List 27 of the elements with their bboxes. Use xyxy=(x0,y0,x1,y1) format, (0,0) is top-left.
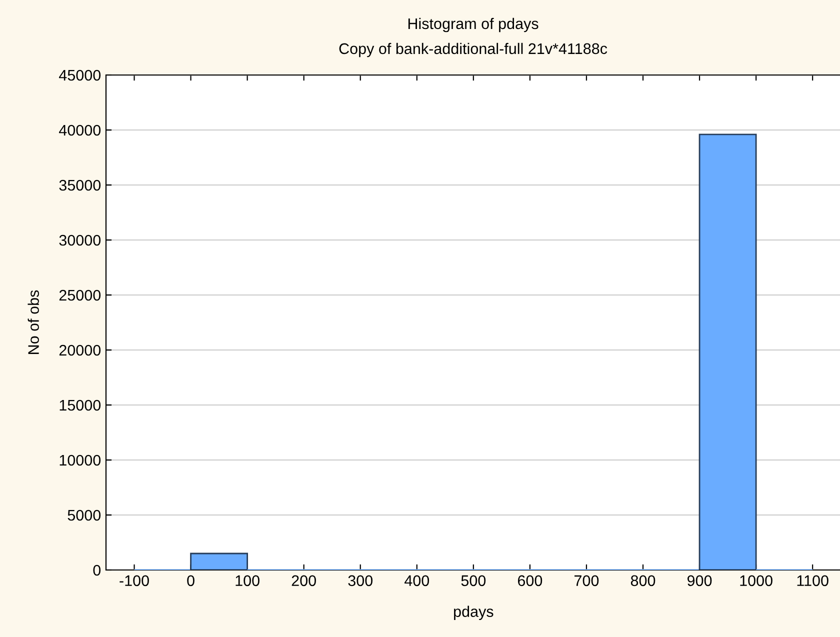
y-tick-label: 15000 xyxy=(60,400,101,411)
y-tick-label: 5000 xyxy=(68,510,101,521)
x-tick-label: 700 xyxy=(574,575,599,586)
x-tick-label: 100 xyxy=(236,575,260,586)
y-tick-label: 10000 xyxy=(60,454,101,466)
x-tick-label: 800 xyxy=(630,575,656,586)
x-tick-label: 900 xyxy=(687,575,712,586)
y-tick-label: 0 xyxy=(93,564,101,576)
y-tick-label: 40000 xyxy=(59,124,101,136)
y-tick-label: 35000 xyxy=(59,180,101,191)
y-tick-label: 20000 xyxy=(59,344,101,356)
y-tick-label: 30000 xyxy=(59,234,101,246)
x-tick-label: -100 xyxy=(120,575,149,586)
x-axis-title: pdays xyxy=(454,606,494,620)
x-tick-label: 500 xyxy=(461,575,486,586)
x-tick-label: 400 xyxy=(404,575,430,586)
x-tick-label: 200 xyxy=(292,575,316,586)
x-tick-label: 1100 xyxy=(797,575,828,586)
y-axis-title: No of obs xyxy=(28,290,39,354)
y-tick-label: 25000 xyxy=(59,290,101,301)
chart-subtitle: Copy of bank-additional-full 21v*41188c xyxy=(339,42,608,58)
x-tick-label: 1000 xyxy=(740,575,772,586)
chart-title: Histogram of pdays xyxy=(408,18,538,32)
x-tick-label: 0 xyxy=(187,575,194,586)
x-tick-label: 300 xyxy=(348,575,373,586)
x-tick-label: 600 xyxy=(518,575,542,586)
y-tick-label: 45000 xyxy=(59,70,101,81)
